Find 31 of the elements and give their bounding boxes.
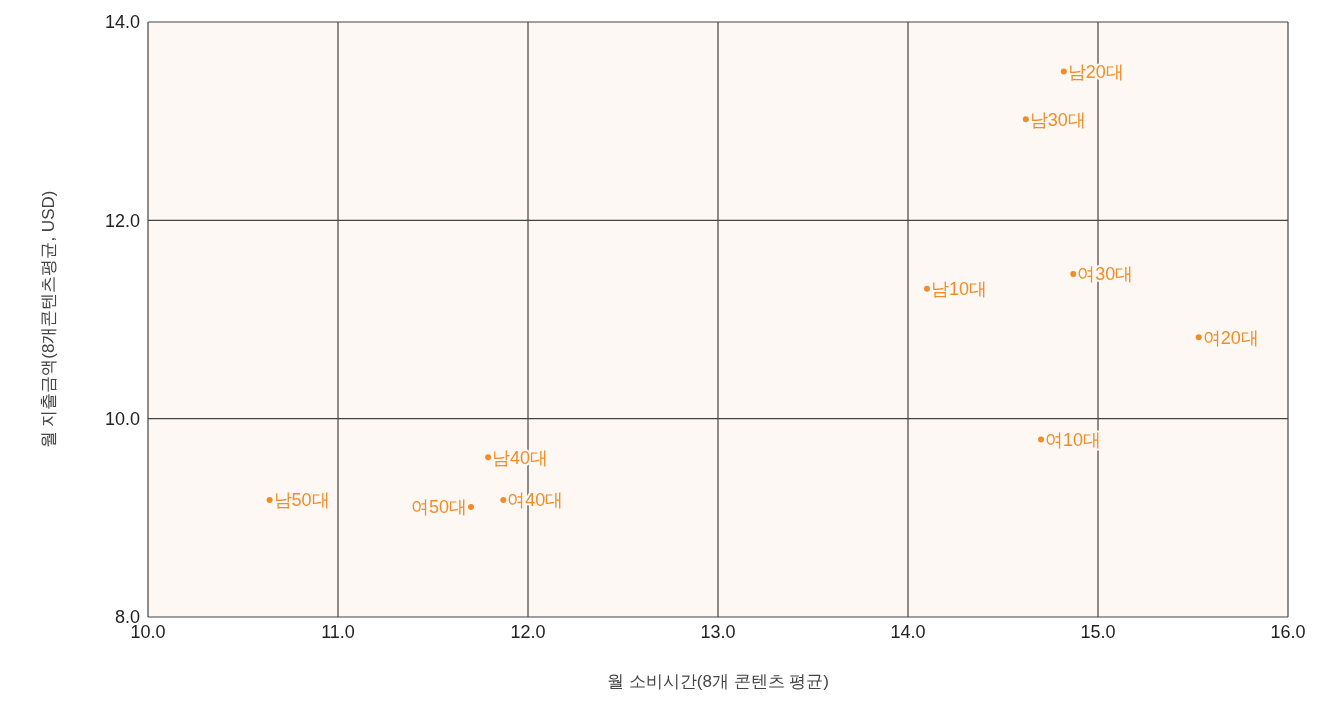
point xyxy=(266,496,273,503)
point xyxy=(468,503,474,510)
point xyxy=(924,285,930,292)
point xyxy=(500,496,507,503)
y-tick-label: 14.0 xyxy=(104,12,140,33)
x-tick-label: 16.0 xyxy=(1270,621,1306,642)
x-tick-label: 12.0 xyxy=(510,621,546,642)
annotation: 남30대 xyxy=(1029,109,1086,130)
y-axis-title: 월 지출금액(8개콘텐츠평균, USD) xyxy=(39,190,59,449)
x-tick-label: 15.0 xyxy=(1080,621,1116,642)
annotation: 남10대 xyxy=(931,279,988,300)
point xyxy=(1060,68,1067,75)
x-tick-label: 11.0 xyxy=(321,621,355,642)
annotation: 여30대 xyxy=(1077,264,1134,285)
y-tick-label: 12.0 xyxy=(104,210,140,231)
point xyxy=(485,454,492,461)
annotation: 남50대 xyxy=(273,490,330,511)
point xyxy=(1195,334,1202,341)
annotation: 여20대 xyxy=(1202,327,1259,348)
x-tick-label: 13.0 xyxy=(700,621,736,642)
annotation: 여10대 xyxy=(1045,429,1102,450)
annotation: 남20대 xyxy=(1067,61,1124,82)
x-tick-label: 14.0 xyxy=(890,621,926,642)
x-axis-title: 월 소비시간(8개 콘텐츠 평균) xyxy=(607,672,829,691)
point xyxy=(1038,436,1044,443)
point xyxy=(1022,116,1029,123)
point xyxy=(1070,270,1077,277)
annotation: 여50대 xyxy=(410,497,467,518)
annotation: 여40대 xyxy=(507,490,564,511)
y-tick-label: 10.0 xyxy=(104,409,140,430)
annotation: 남40대 xyxy=(492,447,549,468)
